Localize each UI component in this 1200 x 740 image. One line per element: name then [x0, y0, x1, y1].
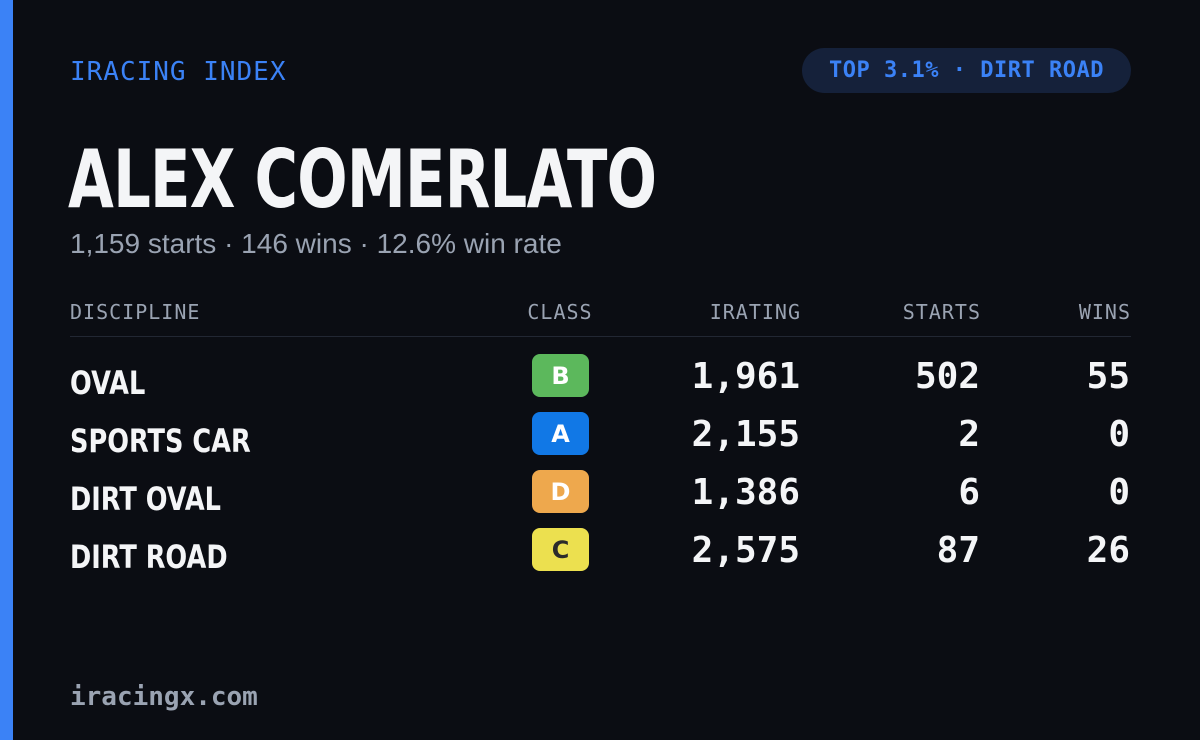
driver-summary: 1,159 starts · 146 wins · 12.6% win rate: [70, 228, 562, 259]
class-badge: D: [532, 470, 589, 513]
irating-value: 1,961: [691, 356, 800, 397]
header-divider: [70, 336, 1131, 337]
class-badge: A: [532, 412, 589, 455]
wins-value: 26: [1086, 530, 1130, 571]
header-starts: STARTS: [902, 300, 981, 324]
discipline-name: SPORTS CAR: [70, 422, 251, 460]
irating-value: 2,155: [691, 414, 800, 455]
starts-value: 2: [958, 414, 980, 455]
header-irating: IRATING: [709, 300, 801, 324]
rank-badge: TOP 3.1% · DIRT ROAD: [802, 48, 1131, 93]
discipline-name: DIRT ROAD: [70, 538, 228, 576]
class-badge: C: [532, 528, 589, 571]
discipline-name: OVAL: [70, 364, 146, 402]
table-row: OVAL B 1,961 502 55: [0, 354, 1200, 412]
wins-value: 55: [1086, 356, 1130, 397]
accent-bar: [0, 0, 13, 740]
wins-value: 0: [1108, 472, 1130, 513]
driver-name: ALEX COMERLATO: [68, 133, 657, 226]
discipline-name: DIRT OVAL: [70, 480, 221, 518]
header-discipline: DISCIPLINE: [70, 300, 201, 324]
table-row: SPORTS CAR A 2,155 2 0: [0, 412, 1200, 470]
class-badge: B: [532, 354, 589, 397]
wins-value: 0: [1108, 414, 1130, 455]
header-class: CLASS: [527, 300, 593, 324]
table-row: DIRT OVAL D 1,386 6 0: [0, 470, 1200, 528]
irating-value: 2,575: [691, 530, 800, 571]
brand-title: IRACING INDEX: [70, 57, 287, 87]
header-wins: WINS: [1078, 300, 1131, 324]
table-row: DIRT ROAD C 2,575 87 26: [0, 528, 1200, 586]
starts-value: 502: [914, 356, 980, 397]
irating-value: 1,386: [691, 472, 800, 513]
starts-value: 6: [958, 472, 980, 513]
site-link[interactable]: iracingx.com: [70, 682, 258, 712]
starts-value: 87: [936, 530, 980, 571]
